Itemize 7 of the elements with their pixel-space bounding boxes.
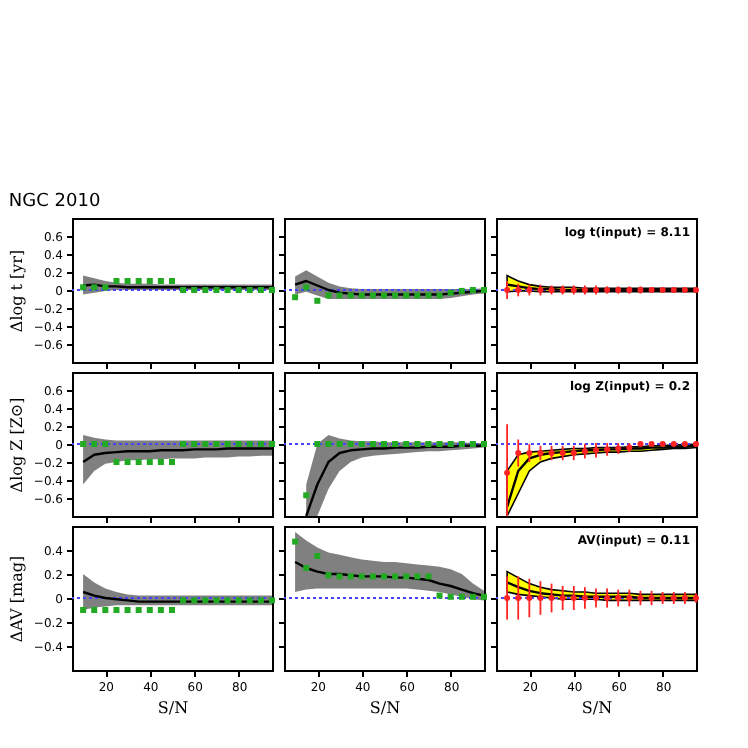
x-axis-title: S/N — [157, 699, 189, 717]
y-axis-title: Δlog t [yr] — [7, 249, 26, 333]
chart-title: NGC 2010 — [8, 192, 101, 212]
y-axis-title: Δlog Z [Z⊙] — [7, 397, 26, 493]
x-axis-title: S/N — [369, 699, 401, 717]
y-axis-title: ΔAV [mag] — [7, 555, 26, 643]
x-axis-title: S/N — [581, 699, 613, 717]
